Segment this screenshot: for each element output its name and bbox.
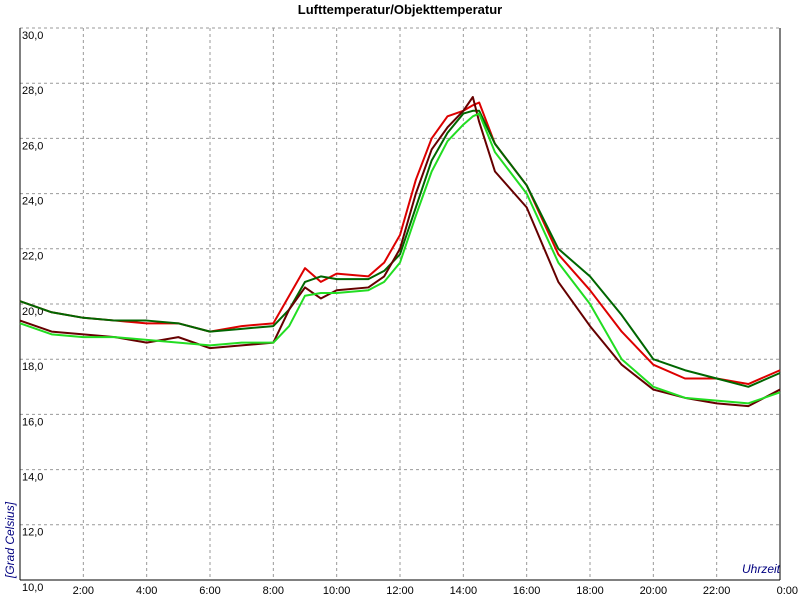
data-line bbox=[19, 96, 781, 408]
y-tick-label: 22,0 bbox=[22, 251, 43, 263]
x-tick-label: 22:00 bbox=[703, 585, 731, 597]
x-tick-label: 8:00 bbox=[263, 585, 284, 597]
data-line bbox=[19, 112, 781, 405]
y-tick-label: 14,0 bbox=[22, 472, 43, 484]
y-tick-label: 16,0 bbox=[22, 416, 43, 428]
x-tick-label: 4:00 bbox=[136, 585, 157, 597]
x-tick-label: 12:00 bbox=[386, 585, 414, 597]
y-tick-label: 18,0 bbox=[22, 361, 43, 373]
y-tick-label: 26,0 bbox=[22, 140, 43, 152]
plot-area: 10,0 12,0 14,0 16,0 18,0 20,0 22,0 24,0 26,0 28,0… bbox=[19, 27, 798, 597]
y-tick-label: 28,0 bbox=[22, 85, 43, 97]
y-tick-label: 20,0 bbox=[22, 306, 43, 318]
y-tick-label: 30,0 bbox=[22, 30, 43, 42]
data-line bbox=[19, 109, 781, 388]
x-tick-label: 14:00 bbox=[450, 585, 478, 597]
chart-title: Lufttemperatur/Objekttemperatur bbox=[298, 2, 502, 17]
y-tick-label: 10,0 bbox=[22, 582, 43, 594]
x-tick-label: 6:00 bbox=[199, 585, 220, 597]
x-tick-label: 18:00 bbox=[576, 585, 604, 597]
x-tick-label: 20:00 bbox=[640, 585, 668, 597]
x-tick-label: 0:00 bbox=[777, 585, 798, 597]
x-tick-label: 16:00 bbox=[513, 585, 541, 597]
y-axis-label: [Grad Celsius] bbox=[3, 501, 17, 579]
x-tick-label: 10:00 bbox=[323, 585, 351, 597]
y-tick-label: 12,0 bbox=[22, 527, 43, 539]
y-tick-label: 24,0 bbox=[22, 196, 43, 208]
x-tick-label: 2:00 bbox=[73, 585, 94, 597]
x-axis-label: Uhrzeit bbox=[742, 562, 781, 576]
